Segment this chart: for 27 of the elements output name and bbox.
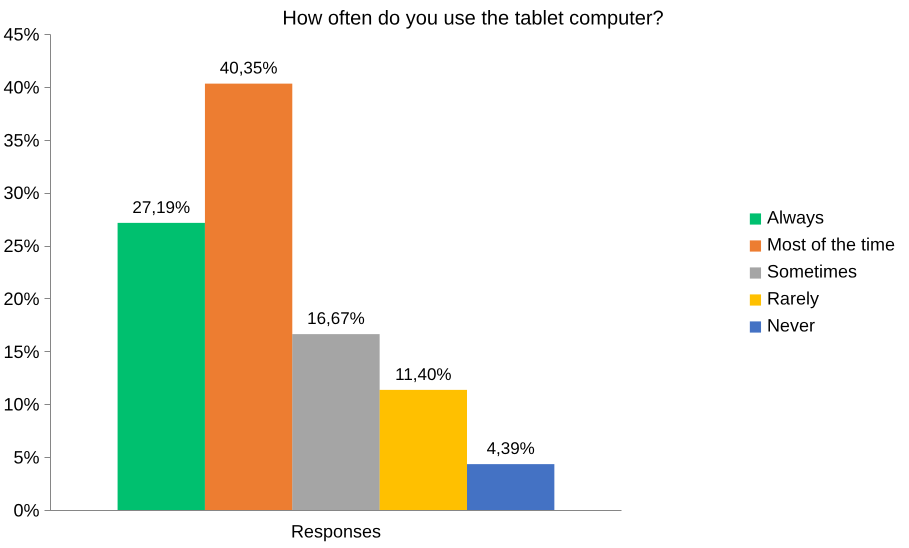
legend-label: Sometimes xyxy=(766,262,857,282)
legend-label: Rarely xyxy=(766,288,819,310)
data-label: 11,40% xyxy=(395,364,452,384)
y-tick-label: 40% xyxy=(3,77,40,98)
y-tick-label: 0% xyxy=(13,500,40,520)
data-label: 40,35% xyxy=(220,58,278,78)
y-tick-label: 25% xyxy=(3,236,40,256)
data-label: 16,67% xyxy=(307,309,365,328)
y-tick-label: 35% xyxy=(3,130,40,150)
data-label: 27,19% xyxy=(132,198,190,217)
y-tick-label: 15% xyxy=(3,342,40,362)
legend-label: Most of the time xyxy=(766,234,895,256)
y-tick-label: 30% xyxy=(3,183,40,204)
bar xyxy=(292,334,380,510)
y-tick-label: 5% xyxy=(13,448,40,468)
y-tick-label: 20% xyxy=(3,288,40,309)
bar xyxy=(118,222,205,510)
legend-label: Never xyxy=(766,316,815,336)
legend-label: Always xyxy=(766,208,824,228)
y-tick-label: 45% xyxy=(3,24,40,44)
bar xyxy=(204,84,292,510)
chart-title: How often do you use the tablet computer? xyxy=(282,8,664,30)
x-tick-label: Responses xyxy=(290,522,382,542)
data-label: 4,39% xyxy=(486,439,535,458)
bar xyxy=(467,464,554,510)
y-tick-label: 10% xyxy=(3,394,40,415)
bar xyxy=(380,390,468,510)
